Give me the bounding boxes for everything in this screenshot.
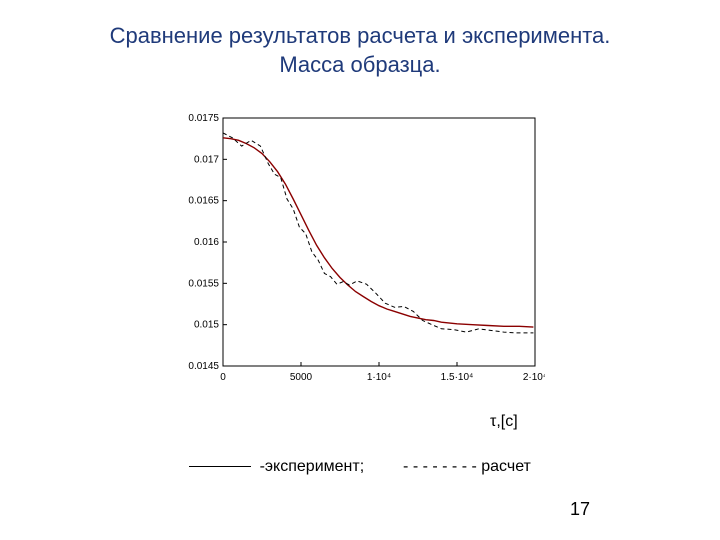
svg-text:0.017: 0.017 [194, 154, 219, 165]
legend-calculation-label: - - - - - - - - расчет [403, 458, 531, 475]
slide-title: Сравнение результатов расчета и эксперим… [0, 22, 720, 79]
svg-text:2·10⁴: 2·10⁴ [523, 372, 545, 383]
title-line-1: Сравнение результатов расчета и эксперим… [110, 23, 611, 48]
legend-solid-line [189, 466, 251, 467]
x-axis-label: τ,[с] [490, 413, 518, 431]
title-line-2: Масса образца. [279, 52, 440, 77]
svg-text:0.0155: 0.0155 [188, 278, 219, 289]
svg-text:0.0165: 0.0165 [188, 196, 219, 207]
svg-text:1.5·10⁴: 1.5·10⁴ [441, 372, 474, 383]
svg-text:5000: 5000 [290, 372, 313, 383]
legend-experiment-label: -эксперимент; [260, 458, 365, 475]
svg-text:0.015: 0.015 [194, 320, 219, 331]
chart-svg: 0.0145 0.015 0.0155 0.016 0.0165 0.017 0.0175 0… [175, 110, 545, 390]
legend: -эксперимент; - - - - - - - - расчет [0, 458, 720, 476]
svg-text:0.016: 0.016 [194, 237, 219, 248]
page-number: 17 [570, 499, 590, 520]
svg-text:0: 0 [220, 372, 226, 383]
svg-text:1·10⁴: 1·10⁴ [367, 372, 391, 383]
svg-text:0.0145: 0.0145 [188, 361, 219, 372]
svg-text:0.0175: 0.0175 [188, 113, 219, 124]
mass-chart: 0.0145 0.015 0.0155 0.016 0.0165 0.017 0.0175 0… [175, 110, 545, 390]
